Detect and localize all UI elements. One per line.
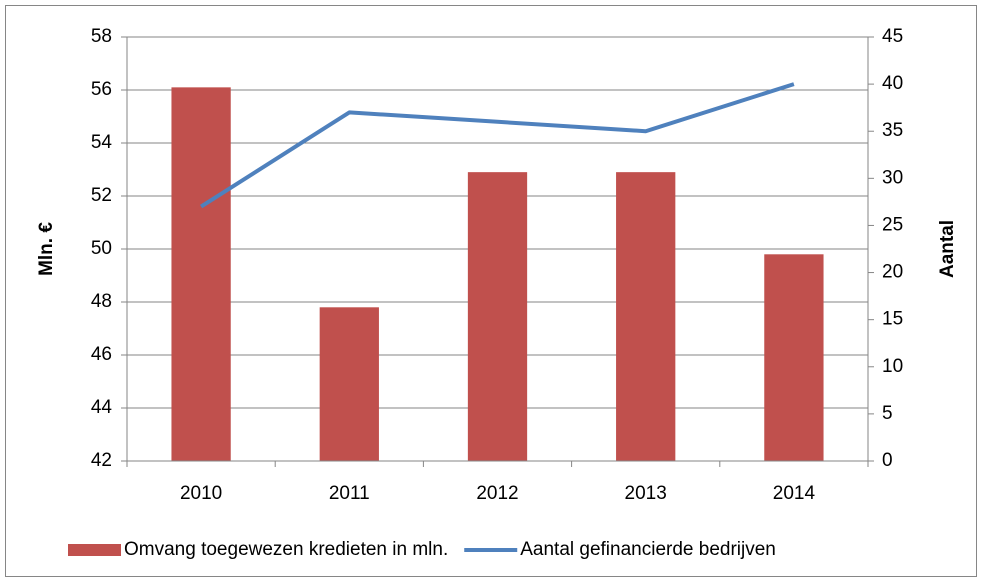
legend-label: Aantal gefinancierde bedrijven <box>520 539 776 560</box>
line <box>200 82 795 209</box>
y-axis-title: Mln. € <box>36 222 57 276</box>
y2-tick-label: 45 <box>882 26 903 47</box>
x-tick-label: 2011 <box>329 483 370 504</box>
y2-tick-label: 15 <box>882 309 903 330</box>
x-tick-label: 2013 <box>625 483 667 504</box>
bar <box>764 254 824 461</box>
legend-label: Omvang toegewezen kredieten in mln. <box>124 539 448 560</box>
y-tick-label: 50 <box>91 238 112 259</box>
legend-swatch <box>68 544 121 556</box>
y2-tick-label: 30 <box>882 167 903 188</box>
x-tick-label: 2014 <box>773 483 816 504</box>
y2-tick-label: 35 <box>882 120 903 141</box>
y-tick-label: 56 <box>91 79 112 100</box>
y2-tick-label: 25 <box>882 214 903 235</box>
y-tick-label: 46 <box>91 344 112 365</box>
y2-tick-label: 20 <box>882 262 903 283</box>
y2-tick-label: 5 <box>882 403 893 424</box>
x-tick-label: 2010 <box>180 483 222 504</box>
y-tick-label: 44 <box>91 397 113 418</box>
y-tick-label: 48 <box>91 291 112 312</box>
x-tick-label: 2012 <box>476 483 518 504</box>
bar <box>171 87 231 461</box>
y-tick-label: 52 <box>91 185 112 206</box>
y2-axis-title: Aantal <box>937 220 958 278</box>
y2-tick-label: 40 <box>882 73 903 94</box>
bar <box>319 307 379 461</box>
bar <box>467 172 528 461</box>
y2-tick-label: 10 <box>882 356 903 377</box>
bar <box>616 172 676 461</box>
y2-tick-label: 0 <box>882 450 893 471</box>
y-tick-label: 54 <box>91 132 113 153</box>
y-tick-label: 58 <box>91 26 112 47</box>
y-tick-label: 42 <box>91 450 112 471</box>
